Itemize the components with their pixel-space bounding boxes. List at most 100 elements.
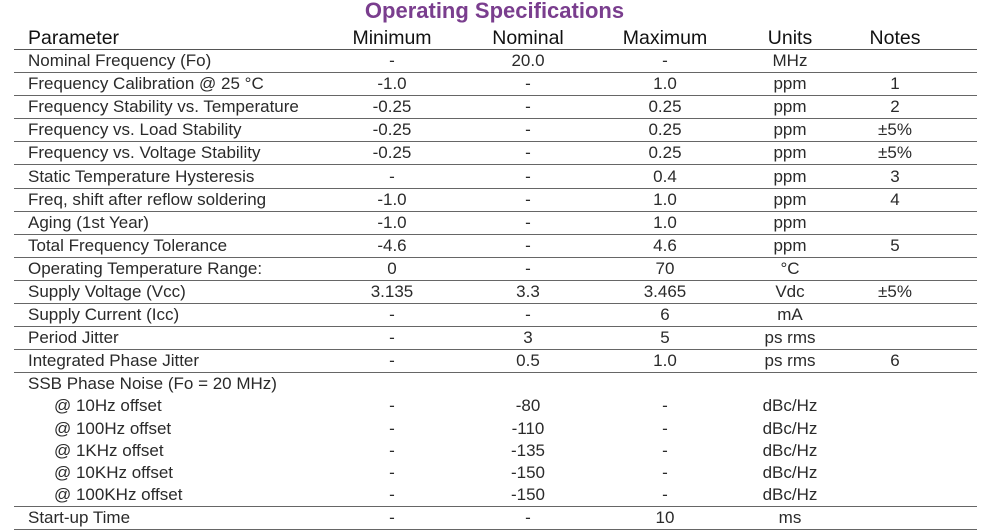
table-row: Supply Voltage (Vcc) 3.135 3.3 3.465 Vdc ±5% <box>14 280 977 305</box>
cell-notes: ±5% <box>844 118 946 143</box>
cell-parameter: Start-up Time <box>14 506 322 530</box>
cell-min: 0 <box>322 257 462 281</box>
cell-min: - <box>322 303 462 328</box>
cell-units: dBc/Hz <box>762 396 818 416</box>
cell-spacer <box>946 462 977 484</box>
cell-nom: -135 <box>510 440 546 460</box>
cell-min: - <box>322 506 462 530</box>
cell-max: 3.465 <box>594 280 736 305</box>
cell-notes <box>844 483 946 507</box>
cell-max: 5 <box>594 326 736 351</box>
cell-min: - <box>389 440 395 460</box>
cell-spacer <box>946 326 977 351</box>
table-row: Frequency Calibration @ 25 °C -1.0-1.0 ppm… <box>14 72 977 97</box>
table-row: Total Frequency Tolerance -4.6-4.6 ppm 5 <box>14 234 977 258</box>
table-row: Period Jitter -3 5 ps rms <box>14 326 977 351</box>
cell-notes: 2 <box>844 95 946 120</box>
table-row: Freq, shift after reflow soldering -1.0-1… <box>14 188 977 212</box>
cell-spacer <box>946 373 977 396</box>
cell-parameter: @ 10KHz offset <box>54 462 173 482</box>
table-row: Supply Current (Icc) - -6 mA <box>14 303 977 328</box>
cell-parameter: Period Jitter <box>14 326 322 351</box>
cell-units: dBc/Hz <box>762 440 818 460</box>
cell-spacer <box>946 280 977 305</box>
cell-nom <box>462 373 594 396</box>
table-row: Start-up Time - -10 ms <box>14 506 977 530</box>
cell-parameter: Frequency vs. Load Stability <box>14 118 322 143</box>
cell-spacer <box>946 349 977 374</box>
cell-units: ps rms <box>736 326 844 351</box>
cell-parameter: SSB Phase Noise (Fo = 20 MHz) <box>28 374 277 394</box>
cell-max: 10 <box>594 506 736 530</box>
cell-parameter: Frequency Calibration @ 25 °C <box>14 72 322 97</box>
cell-units: ppm <box>736 95 844 120</box>
cell-spacer <box>946 141 977 166</box>
cell-nom: - <box>462 95 594 120</box>
cell-max: 1.0 <box>594 349 736 374</box>
cell-nom: 0.5 <box>462 349 594 374</box>
cell-max: 1.0 <box>594 72 736 97</box>
cell-spacer <box>946 72 977 97</box>
cell-nom: -150 <box>462 483 594 507</box>
cell-spacer <box>946 440 977 462</box>
cell-parameter: Frequency Stability vs. Temperature <box>14 95 322 120</box>
cell-units: ppm <box>736 141 844 166</box>
cell-spacer <box>946 257 977 281</box>
cell-units: dBc/Hz <box>762 418 818 438</box>
cell-max: 6 <box>594 303 736 328</box>
cell-min <box>322 373 462 396</box>
cell-min: - <box>322 483 462 507</box>
cell-max: - <box>594 483 736 507</box>
cell-min: - <box>389 418 395 438</box>
cell-notes <box>844 462 946 484</box>
cell-notes <box>844 506 946 530</box>
cell-spacer <box>946 234 977 258</box>
cell-spacer <box>946 49 977 74</box>
cell-units: ppm <box>736 211 844 235</box>
table-row: Frequency vs. Load Stability -0.25-0.25 pp… <box>14 118 977 143</box>
cell-spacer <box>946 211 977 235</box>
cell-units: ppm <box>736 234 844 258</box>
cell-min: -4.6 <box>322 234 462 258</box>
cell-notes: 4 <box>844 188 946 212</box>
cell-max: - <box>662 462 668 482</box>
cell-max: - <box>662 396 668 416</box>
cell-parameter: @ 1KHz offset <box>54 440 164 460</box>
cell-notes <box>844 395 946 417</box>
operating-specifications-table: Parameter Minimum Nominal Maximum Units … <box>14 27 977 530</box>
table-row: Aging (1st Year) -1.0-1.0 ppm <box>14 211 977 235</box>
table-row: @ 1KHz offset - -135 - dBc/Hz <box>14 440 977 462</box>
table-row: Integrated Phase Jitter -0.5 1.0 ps rms 6 <box>14 349 977 374</box>
cell-parameter: @ 10Hz offset <box>54 396 162 416</box>
cell-min: - <box>322 164 462 189</box>
cell-max <box>594 373 736 396</box>
cell-nom: - <box>462 164 594 189</box>
cell-spacer <box>946 118 977 143</box>
cell-notes <box>844 49 946 74</box>
cell-units: ppm <box>736 188 844 212</box>
table-row: Operating Temperature Range: 0-70 °C <box>14 257 977 281</box>
cell-notes <box>844 440 946 462</box>
header-nominal: Nominal <box>462 27 594 50</box>
cell-min: - <box>322 49 462 74</box>
cell-notes <box>844 373 946 396</box>
cell-max: 1.0 <box>594 188 736 212</box>
cell-min: - <box>322 326 462 351</box>
cell-max: 0.25 <box>594 118 736 143</box>
cell-nom: -110 <box>511 418 545 438</box>
table-row: @ 10KHz offset - -150 - dBc/Hz <box>14 462 977 484</box>
cell-min: - <box>389 396 395 416</box>
cell-parameter: Freq, shift after reflow soldering <box>14 188 322 212</box>
cell-nom: -80 <box>515 396 541 416</box>
cell-spacer <box>946 95 977 120</box>
cell-nom: - <box>462 506 594 530</box>
cell-spacer <box>946 418 977 440</box>
cell-nom: 3.3 <box>462 280 594 305</box>
cell-spacer <box>946 188 977 212</box>
cell-min: -0.25 <box>322 118 462 143</box>
cell-min: - <box>389 462 395 482</box>
cell-nom: - <box>462 257 594 281</box>
cell-nom: - <box>462 141 594 166</box>
cell-nom: - <box>462 211 594 235</box>
cell-parameter: Nominal Frequency (Fo) <box>14 49 322 74</box>
